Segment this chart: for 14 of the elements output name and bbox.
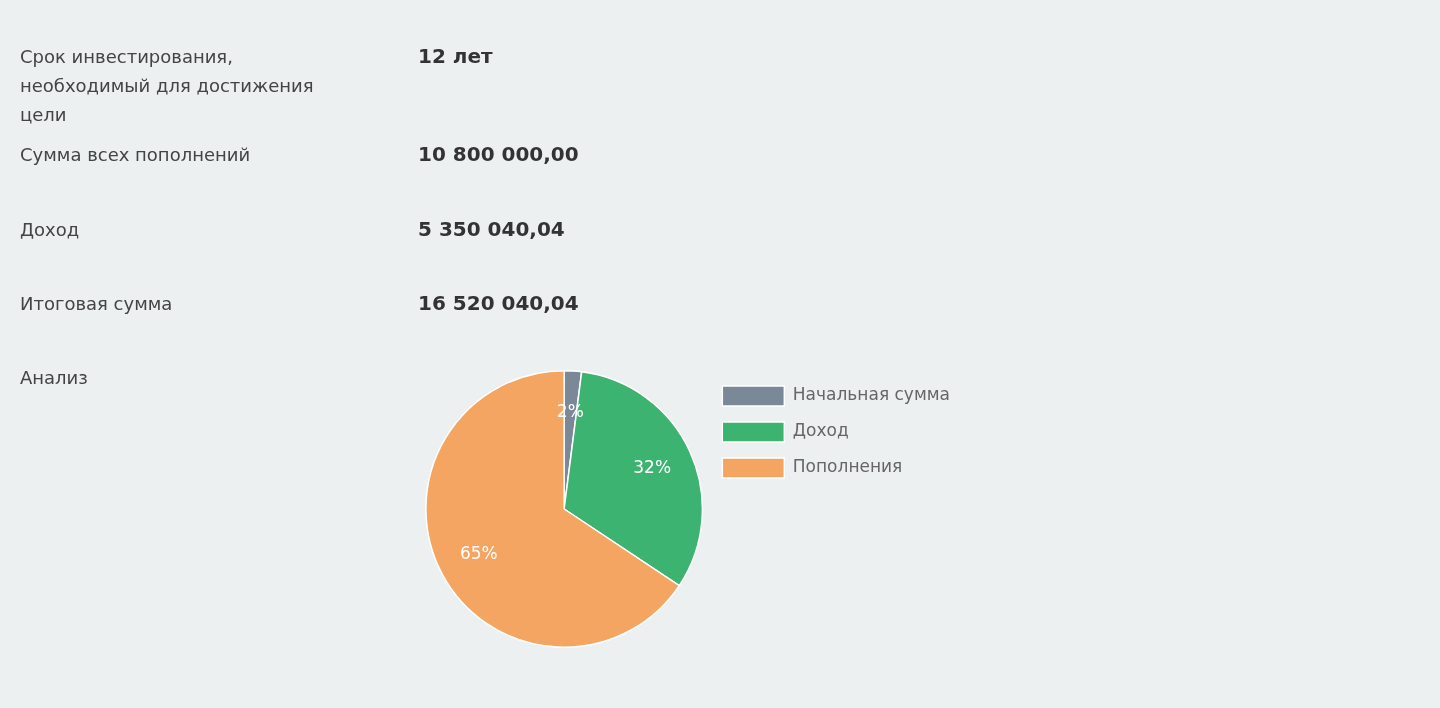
text: 12 лет (418, 44, 493, 68)
text: Доход (20, 218, 81, 242)
text: 5 350 040,04 (418, 217, 565, 241)
text: Анализ (20, 366, 89, 390)
legend-label: Пополнения (792, 456, 903, 477)
legend-label: Начальная сумма (792, 384, 950, 405)
text: Итоговая сумма (20, 292, 174, 316)
data-label: 32% (633, 457, 672, 478)
legend-label: Доход (792, 420, 849, 441)
text: Срок инвестирования, необходимый для достижения цели (20, 45, 315, 127)
text: 10 800 000,00 (418, 142, 579, 166)
text: 16 520 040,04 (418, 291, 579, 315)
text: Сумма всех пополнений (20, 143, 252, 167)
data-label: 65% (459, 543, 498, 564)
